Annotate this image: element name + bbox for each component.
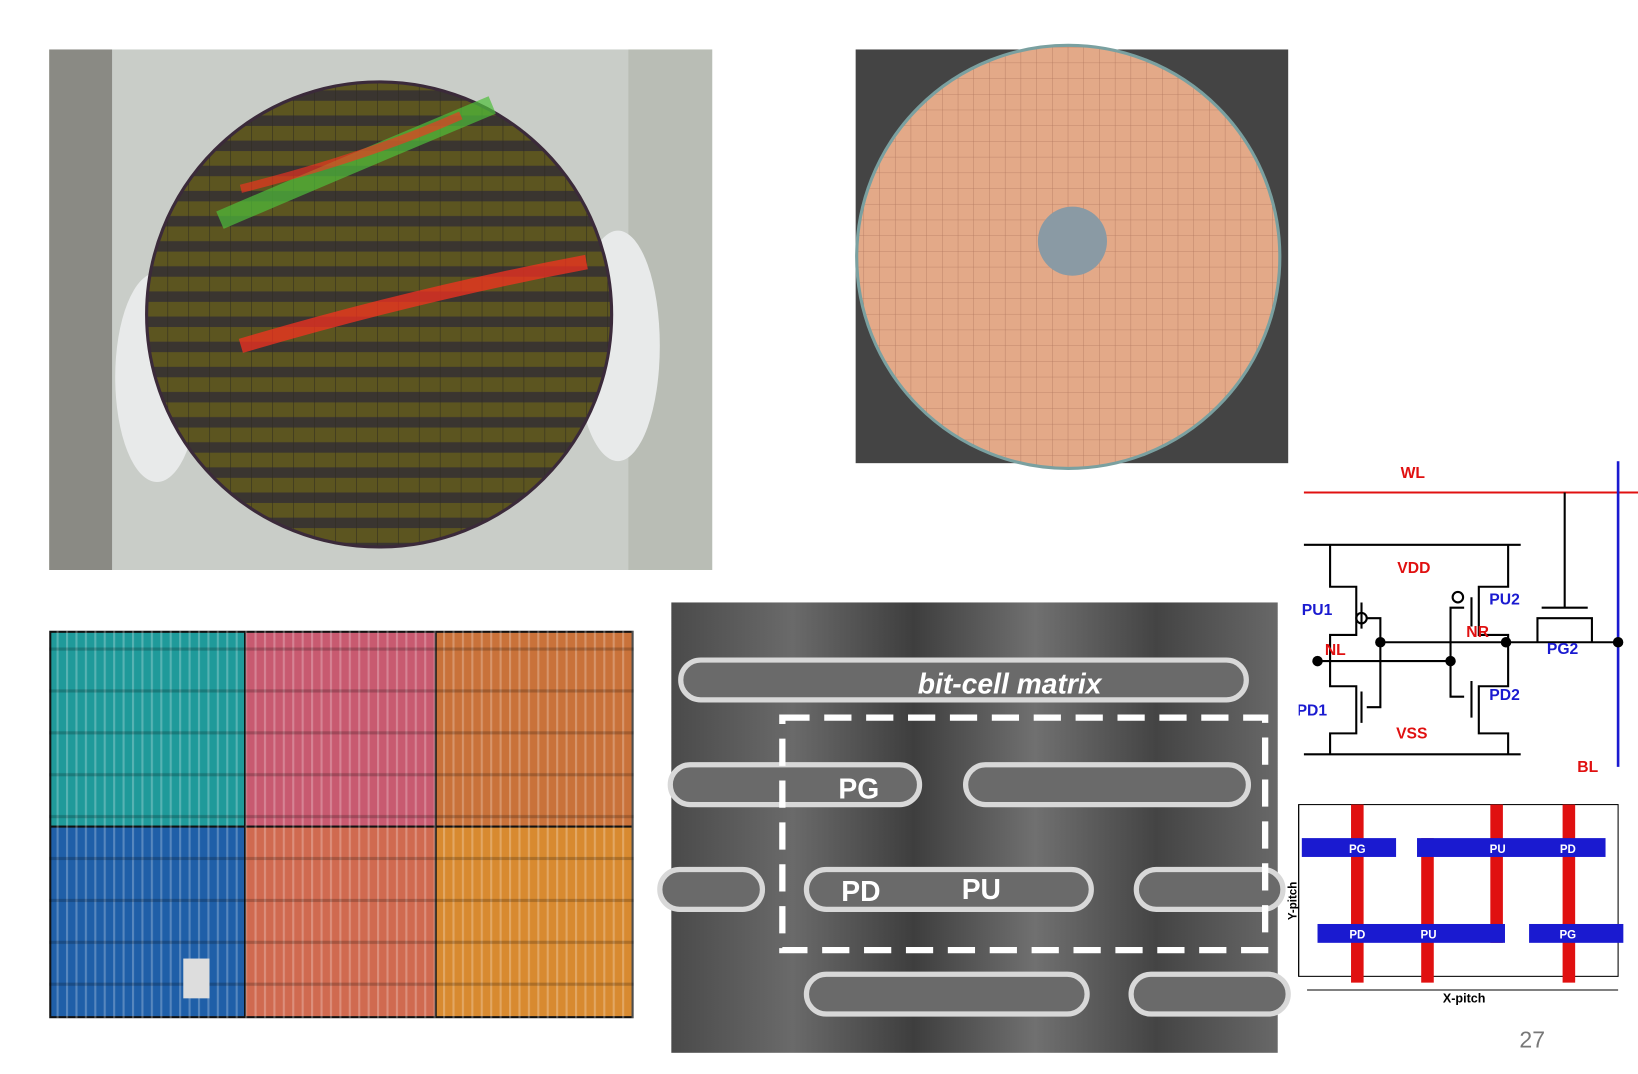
sem-caption: bit-cell matrix [918, 668, 1103, 700]
decoration [1375, 637, 1386, 648]
sram-schematic: WL VDD PU1 PU2 NL NR PG2 PD1 PD2 VSS BL [1297, 461, 1638, 776]
schematic-label: PU1 [1302, 602, 1333, 619]
decoration [657, 657, 1291, 1017]
decoration [1037, 206, 1108, 276]
schematic-label: BL [1577, 759, 1598, 776]
decoration [49, 630, 634, 1019]
decoration [49, 49, 113, 570]
wafer-photo [49, 49, 713, 570]
decoration [1298, 804, 1619, 991]
decoration [803, 866, 1094, 912]
decoration [1312, 637, 1624, 667]
decoration [1417, 838, 1606, 857]
decoration [1536, 492, 1593, 643]
wafer-grid-photo [855, 43, 1289, 470]
decoration [1301, 838, 1397, 857]
layout-label: PU [1421, 930, 1437, 942]
decoration [1449, 606, 1465, 698]
schematic-label: VSS [1396, 726, 1427, 743]
decoration [1303, 543, 1521, 756]
schematic-label: PD1 [1297, 703, 1328, 720]
decoration [1128, 971, 1291, 1017]
die-photo [49, 630, 634, 1019]
sem-image: bit-cell matrix PG PD PU [657, 602, 1291, 1053]
decoration [183, 958, 210, 999]
decoration [1314, 641, 1619, 663]
page-number: 27 [1519, 1027, 1545, 1053]
schematic-label: PG2 [1547, 641, 1579, 658]
layout-label: PD [1349, 930, 1365, 942]
decoration [1477, 544, 1510, 755]
sem-label: PG [838, 772, 879, 804]
decoration [1329, 544, 1358, 755]
decoration [1612, 637, 1624, 648]
decoration [1451, 590, 1465, 604]
decoration [1312, 655, 1323, 667]
schematic-label: WL [1401, 465, 1426, 482]
x-pitch-label: X-pitch [1443, 992, 1486, 1006]
layout-label: PG [1560, 930, 1577, 942]
decoration [1303, 492, 1619, 756]
decoration [779, 714, 1269, 954]
layout-label: PG [1349, 844, 1366, 856]
schematic-label: NR [1466, 624, 1489, 641]
decoration [1301, 838, 1624, 943]
sem-label: PD [841, 875, 880, 907]
decoration [1421, 838, 1434, 983]
schematic-label: NL [1325, 642, 1346, 659]
schematic-label: PD2 [1489, 687, 1520, 704]
decoration [238, 254, 588, 353]
decoration [1562, 804, 1576, 983]
y-pitch-label: Y-pitch [1288, 882, 1300, 920]
decoration [1490, 804, 1503, 943]
schematic-label: VDD [1397, 560, 1430, 577]
layout-label: PD [1560, 844, 1576, 856]
decoration [1500, 637, 1512, 648]
decoration [803, 971, 1090, 1017]
layout-label: PU [1490, 844, 1506, 856]
decoration [667, 762, 923, 808]
decoration [1529, 923, 1624, 943]
decoration [963, 762, 1252, 808]
decoration [1355, 611, 1368, 625]
decoration [657, 866, 766, 912]
decoration [239, 111, 463, 193]
decoration [1366, 617, 1382, 709]
decoration [678, 657, 1249, 703]
schematic-label: PU2 [1489, 592, 1520, 609]
decoration [1133, 866, 1286, 912]
decoration [1445, 655, 1456, 667]
sem-label: PU [962, 873, 1001, 905]
sram-layout: PG PU PD PD PU PG Y-pitch X-pitch [1288, 804, 1624, 1006]
decoration [1317, 923, 1505, 943]
decoration [1351, 804, 1364, 983]
